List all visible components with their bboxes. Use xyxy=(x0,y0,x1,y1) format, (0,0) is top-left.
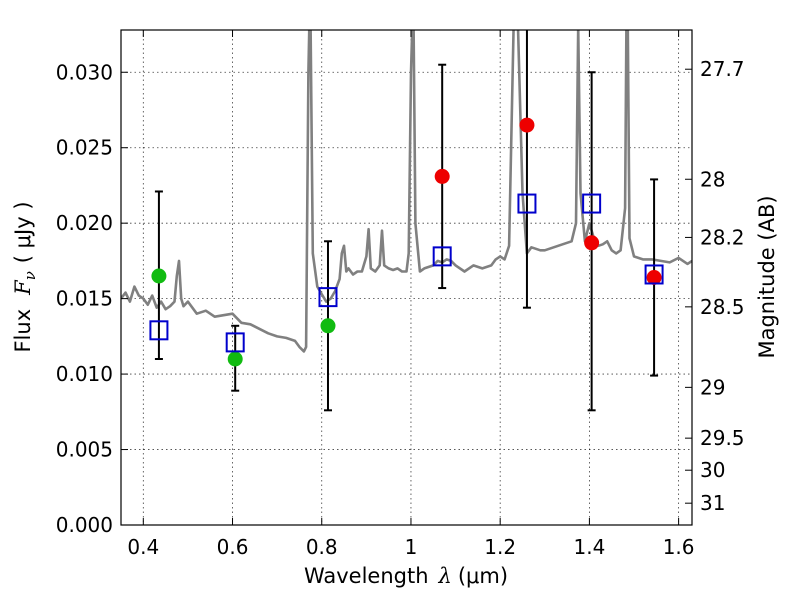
red-data-point xyxy=(646,270,662,285)
x-tick-label: 1.6 xyxy=(663,535,695,559)
right-tick-label: 28.5 xyxy=(700,295,745,319)
y-tick-label: 0.030 xyxy=(56,60,113,84)
y-tick-label: 0.015 xyxy=(56,287,113,311)
plot-area xyxy=(121,30,692,412)
model-square-marker xyxy=(318,287,338,308)
spectrum-line xyxy=(121,30,692,353)
x-tick-label: 0.4 xyxy=(127,535,159,559)
red-data-point xyxy=(584,235,600,251)
right-tick-label: 28 xyxy=(700,167,725,191)
red-data-point xyxy=(519,117,535,133)
right-tick-label: 28.2 xyxy=(700,225,745,249)
model-square-marker xyxy=(644,264,664,285)
right-tick-label: 29.5 xyxy=(700,426,745,450)
right-tick-label: 31 xyxy=(700,491,725,515)
model-square-marker xyxy=(225,332,245,353)
y-tick-label: 0.005 xyxy=(56,438,113,462)
y-axis-label: FluxFν( μJy ) xyxy=(11,201,39,352)
model-square-marker xyxy=(582,193,602,214)
green-data-point xyxy=(320,318,336,334)
x-tick-label: 0.8 xyxy=(306,535,338,559)
y-tick-label: 0.025 xyxy=(56,136,113,160)
right-tick-label: 29 xyxy=(700,375,725,399)
grid-lines xyxy=(121,30,692,526)
y-tick-label: 0.020 xyxy=(56,211,113,235)
model-square-marker xyxy=(149,320,169,341)
plot-frame xyxy=(120,29,693,526)
x-tick-label: 0.6 xyxy=(217,535,249,559)
right-tick-label: 27.7 xyxy=(700,57,745,81)
x-tick-label: 1 xyxy=(405,535,418,559)
green-data-point xyxy=(151,268,167,284)
axis-ticks: 0.4 0.6 0.8 1 1.2 1.4 1.6 0.000 0.005 0.010 0.015 0… xyxy=(56,30,745,559)
right-axis-label: Magnitude (AB) xyxy=(755,195,779,358)
y-tick-label: 0.000 xyxy=(56,513,113,537)
model-square-marker xyxy=(517,193,537,214)
green-data-point xyxy=(227,351,243,367)
right-tick-label: 30 xyxy=(700,458,725,482)
model-square-marker xyxy=(432,246,452,267)
red-data-point xyxy=(434,168,450,184)
x-tick-label: 1.2 xyxy=(484,535,516,559)
x-tick-label: 1.4 xyxy=(573,535,605,559)
y-tick-label: 0.010 xyxy=(56,362,113,386)
x-axis-label: Wavelength λ (μm) xyxy=(304,564,508,588)
